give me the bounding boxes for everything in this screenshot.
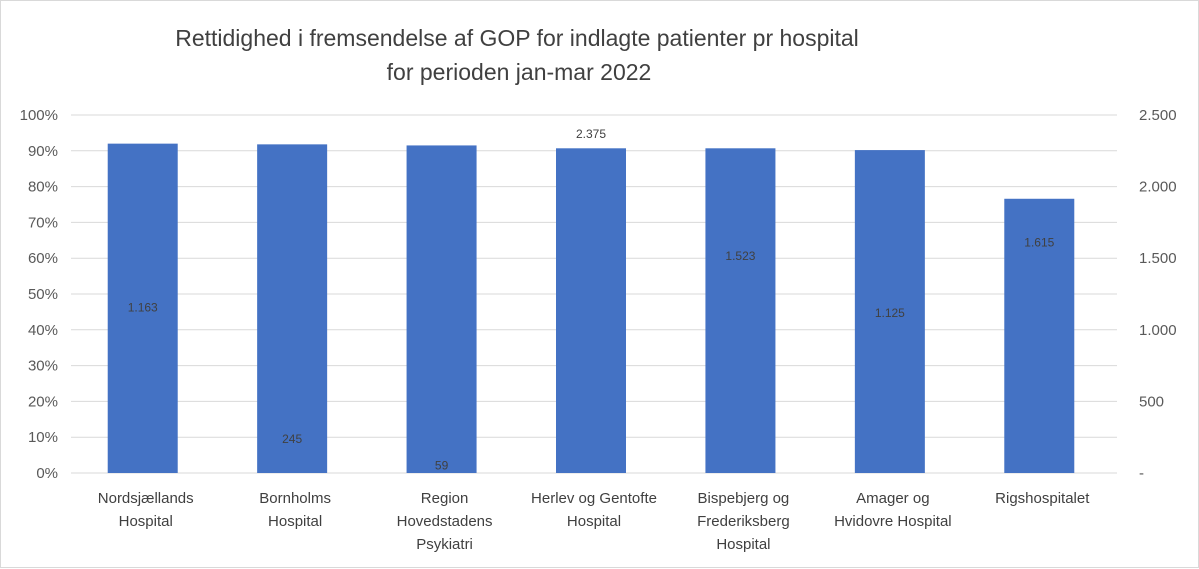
- bar: [854, 150, 925, 474]
- right-tick-label: 1.500: [1139, 250, 1177, 267]
- category-axis: Nordsjællands Hospital Bornholms Hospital Re…: [98, 490, 1090, 553]
- category-label: Hospital: [119, 513, 173, 530]
- category-label: Psykiatri: [416, 536, 473, 553]
- left-tick-label: 70%: [28, 214, 58, 231]
- bar: [556, 148, 626, 473]
- data-label: 59: [435, 459, 449, 473]
- category-label: Amager og: [856, 490, 929, 507]
- data-label: 245: [282, 432, 302, 446]
- data-label: 1.523: [725, 249, 755, 263]
- bar: [705, 148, 776, 473]
- right-tick-label: 2.500: [1139, 107, 1177, 124]
- left-tick-label: 40%: [28, 322, 58, 339]
- left-axis: 0% 10% 20% 30% 40% 50% 60% 70% 80% 90% 100%: [20, 107, 58, 482]
- category-label: Rigshospitalet: [995, 490, 1090, 507]
- data-label: 1.125: [875, 306, 905, 320]
- chart-title-line-1: Rettidighed i fremsendelse af GOP for in…: [175, 25, 859, 51]
- bar: [1004, 198, 1075, 473]
- left-tick-label: 60%: [28, 250, 58, 267]
- category-label: Region: [421, 490, 469, 507]
- bar: [257, 144, 328, 473]
- left-tick-label: 0%: [36, 465, 58, 482]
- left-tick-label: 80%: [28, 179, 58, 196]
- category-label: Herlev og Gentofte: [531, 490, 657, 507]
- bar: [107, 143, 178, 473]
- category-label: Bornholms: [259, 490, 331, 507]
- category-label: Bispebjerg og: [698, 490, 790, 507]
- bar: [406, 145, 477, 473]
- category-label: Hospital: [567, 513, 621, 530]
- right-tick-label: 2.000: [1139, 179, 1177, 196]
- category-label: Nordsjællands: [98, 490, 194, 507]
- left-tick-label: 20%: [28, 393, 58, 410]
- right-axis: - 500 1.000 1.500 2.000 2.500: [1139, 107, 1177, 482]
- data-label: 1.615: [1024, 236, 1054, 250]
- right-tick-label: 1.000: [1139, 322, 1177, 339]
- data-labels: 1.163 245 59 2.375 1.523 1.125 1.615: [128, 127, 1055, 473]
- left-tick-label: 30%: [28, 358, 58, 375]
- category-label: Hospital: [716, 536, 770, 553]
- right-tick-label: -: [1139, 465, 1144, 482]
- category-label: Hovedstadens: [397, 513, 493, 530]
- category-label: Frederiksberg: [697, 513, 790, 530]
- data-label: 2.375: [576, 127, 606, 141]
- left-tick-label: 10%: [28, 429, 58, 446]
- left-tick-label: 100%: [20, 107, 58, 124]
- category-label: Hospital: [268, 513, 322, 530]
- category-label: Hvidovre Hospital: [834, 513, 952, 530]
- data-label: 1.163: [128, 300, 158, 314]
- right-tick-label: 500: [1139, 393, 1164, 410]
- left-tick-label: 50%: [28, 286, 58, 303]
- bars: [107, 143, 1075, 474]
- chart-title-line-2: for perioden jan-mar 2022: [387, 59, 652, 85]
- left-tick-label: 90%: [28, 143, 58, 160]
